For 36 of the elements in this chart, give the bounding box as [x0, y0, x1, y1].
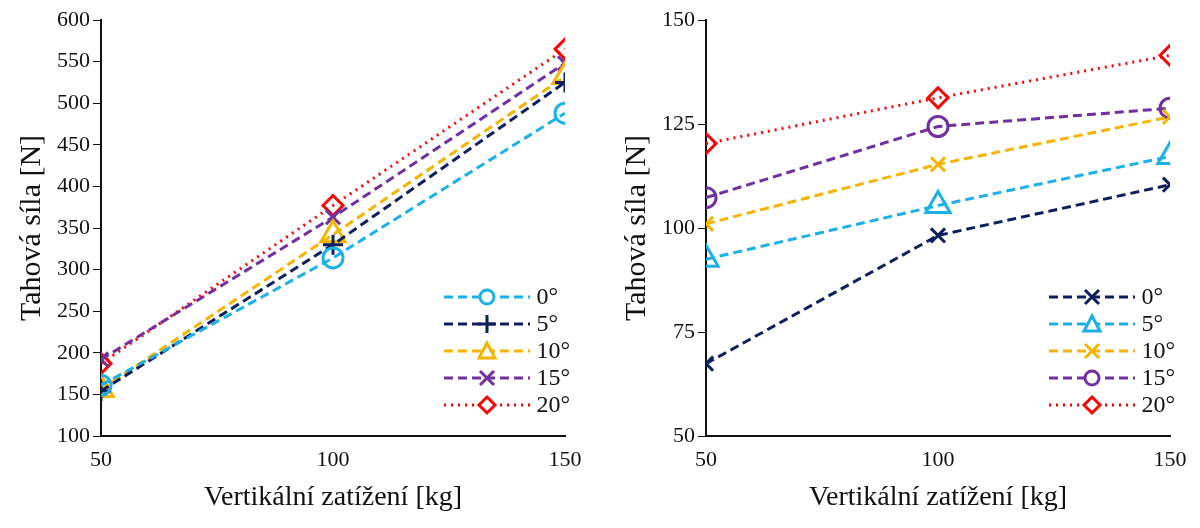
y-tick-label: 150 — [57, 380, 90, 406]
y-tick-label: 250 — [57, 296, 90, 322]
x-tick-label: 100 — [921, 445, 955, 471]
x-tick-label: 100 — [316, 445, 350, 471]
y-axis-title: Tahová síla [N] — [12, 134, 46, 322]
y-tick-label: 50 — [673, 421, 695, 447]
x-tick-label: 50 — [90, 445, 112, 471]
y-tick-label: 500 — [57, 88, 90, 114]
legend-label: 5° — [1141, 310, 1163, 337]
legend-label: 5° — [536, 310, 558, 337]
y-tick-label: 100 — [662, 213, 695, 239]
y-tick-label: 450 — [57, 130, 90, 156]
y-tick-label: 550 — [57, 47, 90, 73]
y-tick-label: 200 — [57, 338, 90, 364]
x-tick-label: 150 — [1153, 445, 1187, 471]
legend-label: 15° — [536, 364, 570, 391]
legend-label: 0° — [1141, 283, 1163, 310]
legend-label: 10° — [536, 337, 570, 364]
y-tick-label: 600 — [57, 5, 90, 31]
x-tick-label: 50 — [695, 445, 717, 471]
legend-label: 15° — [1141, 364, 1175, 391]
legend-label: 10° — [1141, 337, 1175, 364]
y-tick-label: 125 — [662, 109, 695, 135]
y-tick-label: 350 — [57, 213, 90, 239]
y-tick-label: 400 — [57, 172, 90, 198]
y-tick-label: 75 — [673, 317, 695, 343]
y-axis-title: Tahová síla [N] — [617, 134, 651, 322]
x-axis-title: Vertikální zatížení [kg] — [808, 479, 1068, 511]
x-tick-label: 150 — [548, 445, 582, 471]
legend-label: 20° — [536, 391, 570, 418]
legend-label: 20° — [1141, 391, 1175, 418]
y-tick-label: 150 — [662, 5, 695, 31]
legend-label: 0° — [536, 283, 558, 310]
y-tick-label: 100 — [57, 421, 90, 447]
x-axis-title: Vertikální zatížení [kg] — [203, 479, 463, 511]
y-tick-label: 300 — [57, 255, 90, 281]
